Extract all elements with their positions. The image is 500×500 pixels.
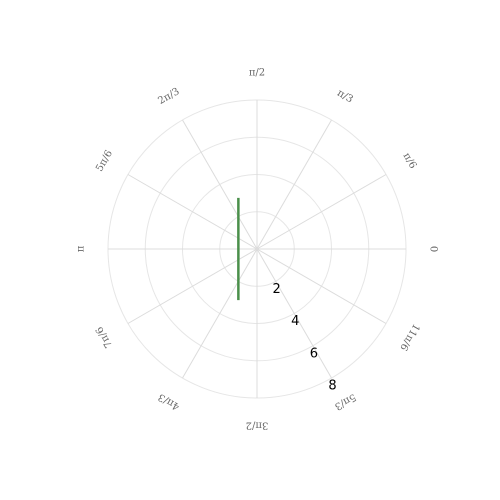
angle-tick-label-6: π: [76, 245, 87, 252]
grid-spoke-1: [256, 174, 387, 250]
radial-tick-label-1: 2: [272, 282, 280, 297]
grid-spoke-5: [127, 174, 258, 250]
angle-tick-label-4: 2π/3: [156, 86, 181, 107]
polar-grid: [107, 99, 407, 399]
radial-tick-label-2: 4: [291, 314, 299, 329]
radial-tick-labels: 2 4 6 8: [272, 282, 336, 394]
angle-tick-label-11: 11π/6: [397, 322, 421, 353]
angle-tick-label-1: π/6: [401, 151, 419, 171]
radial-tick-label-4: 8: [328, 379, 336, 394]
angle-tick-label-9: 3π/2: [246, 420, 269, 431]
angle-tick-label-10: 5π/3: [332, 391, 357, 412]
grid-spoke-2: [256, 119, 332, 250]
grid-spoke-11: [256, 248, 387, 324]
angle-tick-label-0: 0: [428, 246, 439, 252]
angle-tick-label-8: 4π/3: [156, 391, 181, 412]
radial-tick-label-3: 6: [310, 346, 318, 361]
grid-spoke-7: [127, 248, 258, 324]
angle-tick-label-2: π/3: [335, 88, 355, 106]
grid-spoke-10: [256, 248, 332, 379]
angle-tick-label-3: π/2: [249, 68, 265, 79]
grid-spoke-8: [182, 248, 258, 379]
angle-tick-label-5: 5π/6: [94, 148, 115, 173]
angle-tick-label-7: 7π/6: [94, 324, 115, 349]
grid-spoke-4: [182, 119, 258, 250]
